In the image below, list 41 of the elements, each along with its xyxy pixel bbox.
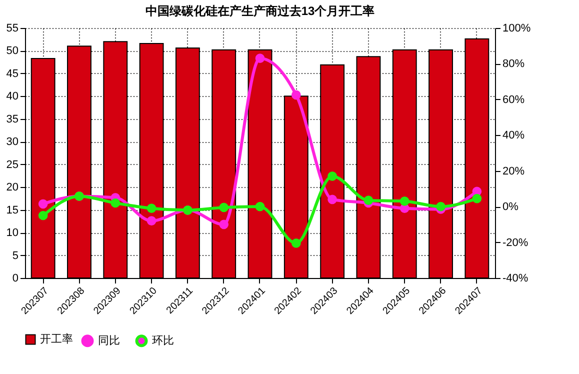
legend-label: 环比 [152,334,174,347]
y-tick-label: 0 [12,272,18,284]
y-tick-label: 25 [6,158,18,171]
y-tick-label: 30 [6,136,18,148]
legend-label: 同比 [98,334,120,347]
y2-tick-label: 20% [502,165,525,178]
y-tick-label: 15 [6,204,18,216]
point [472,194,482,204]
y-tick-label: 55 [6,22,18,34]
legend-label: 开工率 [40,332,73,346]
y2-tick-label: -20% [502,236,528,249]
y-tick-label: 5 [12,250,18,262]
y-tick-label: 10 [6,227,18,240]
y-tick-label: 45 [6,68,18,80]
point [146,216,156,226]
point [38,210,48,220]
point [219,220,229,230]
y2-tick-label: 80% [502,58,525,70]
y2-tick-label: 60% [502,94,525,106]
point [38,199,48,209]
chart-title: 中国绿碳化硅在产生产商过去13个月开工率 [145,4,375,18]
y-tick-label: 20 [6,182,18,194]
point [146,204,156,214]
point [291,238,301,248]
point [110,198,120,208]
y2-tick-label: 100% [502,22,531,34]
y2-tick-label: 0% [502,201,519,214]
y-tick-label: 35 [6,113,18,126]
point [328,172,337,181]
point [400,196,410,206]
y-tick-label: 50 [6,45,18,58]
point [255,202,265,212]
point [364,196,374,205]
y2-tick-label: 40% [502,130,525,142]
point [219,202,229,212]
point [328,194,337,204]
point [436,202,446,212]
y-tick-label: 40 [6,90,18,103]
y2-tick-label: -40% [502,272,528,284]
point [291,90,301,100]
point [255,54,265,64]
